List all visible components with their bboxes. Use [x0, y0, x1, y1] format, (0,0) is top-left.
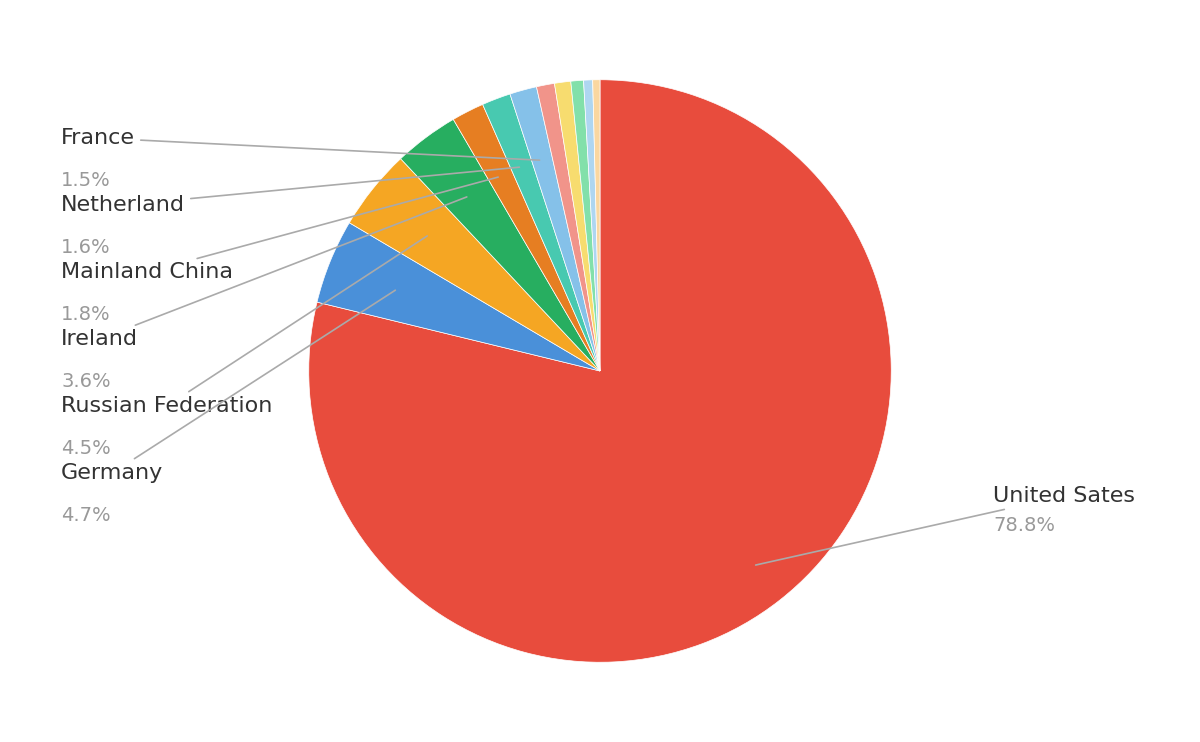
Text: Russian Federation: Russian Federation — [61, 236, 427, 416]
Wedge shape — [571, 80, 600, 371]
Wedge shape — [317, 223, 600, 371]
Text: Mainland China: Mainland China — [61, 177, 498, 282]
Text: Netherland: Netherland — [61, 167, 520, 215]
Wedge shape — [583, 80, 600, 371]
Text: Germany: Germany — [61, 290, 395, 483]
Text: 78.8%: 78.8% — [994, 516, 1055, 535]
Wedge shape — [593, 79, 600, 371]
Wedge shape — [454, 105, 600, 371]
Text: 1.6%: 1.6% — [61, 237, 110, 257]
Wedge shape — [308, 79, 892, 663]
Wedge shape — [554, 81, 600, 371]
Wedge shape — [349, 159, 600, 371]
Text: 3.6%: 3.6% — [61, 372, 110, 391]
Wedge shape — [401, 119, 600, 371]
Wedge shape — [536, 83, 600, 371]
Text: 4.5%: 4.5% — [61, 439, 110, 458]
Text: 1.5%: 1.5% — [61, 171, 110, 190]
Text: 1.8%: 1.8% — [61, 305, 110, 324]
Text: Ireland: Ireland — [61, 197, 467, 349]
Wedge shape — [510, 87, 600, 371]
Text: 4.7%: 4.7% — [61, 505, 110, 525]
Wedge shape — [482, 94, 600, 371]
Text: United Sates: United Sates — [756, 486, 1135, 565]
Text: France: France — [61, 128, 540, 160]
